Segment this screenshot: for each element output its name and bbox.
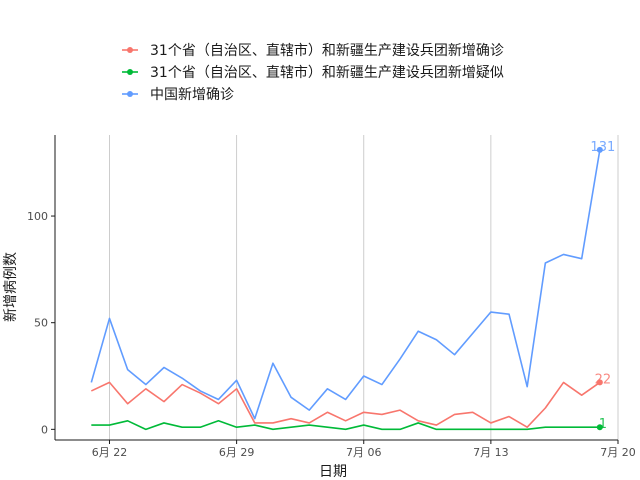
series-end-point-3 (596, 146, 603, 153)
legend-key-dot-3 (127, 91, 133, 97)
legend-key-dot-2 (127, 69, 133, 75)
y-ticks: 0 50 100 (27, 210, 55, 436)
legend-key-dot-1 (127, 47, 133, 53)
series-end-point-2 (596, 424, 603, 431)
gridlines (109, 135, 619, 440)
series-line-1 (90, 381, 601, 429)
series-end-point-1 (596, 379, 603, 386)
x-axis-title: 日期 (319, 464, 347, 480)
series-end-label-1: 22 (595, 372, 612, 387)
legend: 31个省（自治区、直辖市）和新疆生产建设兵团新增确诊 31个省（自治区、直辖市）和… (122, 42, 504, 103)
legend-label-2: 31个省（自治区、直辖市）和新疆生产建设兵团新增疑似 (150, 64, 504, 81)
axes (54, 135, 618, 441)
series-line-2 (91, 419, 600, 431)
y-tick-label: 100 (27, 210, 48, 223)
x-tick-label: 6月 29 (219, 446, 255, 459)
x-tick-label: 7月 13 (473, 446, 509, 459)
legend-label-1: 31个省（自治区、直辖市）和新疆生产建设兵团新增确诊 (150, 42, 504, 59)
y-axis-title: 新增病例数 (3, 252, 19, 322)
x-tick-label: 7月 20 (600, 446, 636, 459)
y-tick-label: 50 (34, 317, 48, 330)
x-tick-label: 6月 22 (92, 446, 128, 459)
series-end-label-2: 1 (599, 417, 607, 432)
series-layer (90, 146, 603, 431)
series-end-label-3: 131 (590, 140, 615, 155)
x-tick-label: 7月 06 (346, 446, 382, 459)
legend-label-3: 中国新增确诊 (150, 87, 234, 103)
x-ticks: 6月 22 6月 29 7月 06 7月 13 7月 20 (92, 440, 636, 459)
series-line-3 (90, 149, 601, 420)
y-tick-label: 0 (41, 423, 48, 436)
end-labels: 22 1 131 (590, 140, 615, 432)
